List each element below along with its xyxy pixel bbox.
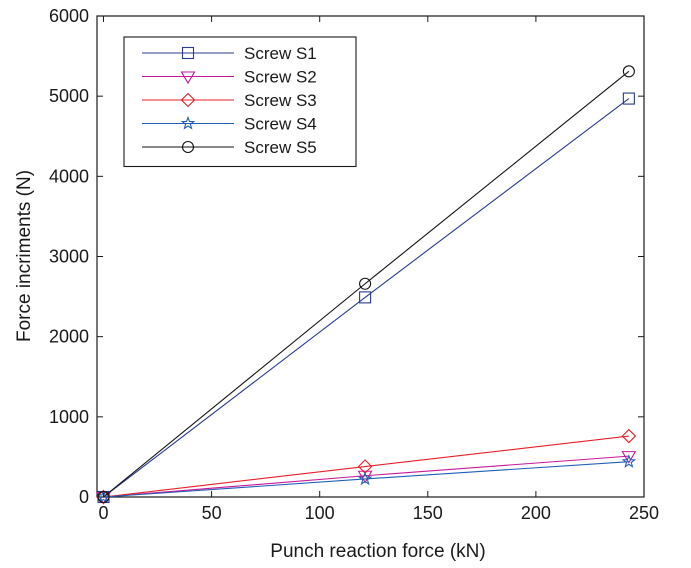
legend-entry: Screw S3 bbox=[142, 91, 317, 110]
data-point bbox=[622, 92, 635, 105]
series-5 bbox=[97, 65, 635, 504]
x-tick-label: 200 bbox=[521, 503, 551, 523]
y-tick-label: 3000 bbox=[49, 247, 89, 267]
data-point bbox=[621, 451, 637, 464]
y-tick-label: 2000 bbox=[49, 327, 89, 347]
legend-marker bbox=[180, 92, 196, 108]
legend-marker bbox=[180, 115, 196, 130]
series-line bbox=[103, 70, 630, 498]
legend-label: Screw S1 bbox=[244, 44, 317, 63]
x-tick-label: 250 bbox=[629, 503, 659, 523]
legend-label: Screw S3 bbox=[244, 91, 317, 110]
y-axis-label: Force incriments (N) bbox=[14, 170, 35, 342]
legend-marker bbox=[180, 71, 196, 85]
x-tick-label: 150 bbox=[413, 503, 443, 523]
legend-entry: Screw S1 bbox=[142, 44, 317, 63]
legend-label: Screw S4 bbox=[244, 115, 317, 134]
data-point bbox=[96, 489, 111, 504]
legend-marker bbox=[181, 46, 195, 60]
x-tick-label: 0 bbox=[98, 503, 108, 523]
plot-area: 0 50 100 150 200 250 0 1000 2000 3000 4000 5000 6000 bbox=[49, 6, 659, 523]
y-tick-label: 5000 bbox=[49, 86, 89, 106]
series-2 bbox=[96, 451, 637, 505]
data-point bbox=[357, 471, 373, 486]
y-tick-label: 4000 bbox=[49, 166, 89, 186]
legend-entry: Screw S2 bbox=[142, 68, 317, 87]
series-line bbox=[103, 455, 629, 498]
x-tick-label: 100 bbox=[305, 503, 335, 523]
legend: Screw S1 Screw S2 Screw S3 Screw S4 Screw S5 bbox=[123, 36, 357, 168]
data-point bbox=[359, 277, 372, 290]
data-point bbox=[621, 454, 637, 468]
legend-label: Screw S5 bbox=[244, 138, 317, 157]
data-point bbox=[622, 65, 635, 78]
legend-entry: Screw S5 bbox=[142, 138, 317, 157]
data-point bbox=[97, 490, 110, 504]
y-tick-label: 1000 bbox=[49, 407, 89, 427]
x-tick-label: 50 bbox=[202, 503, 222, 523]
y-tick-label: 6000 bbox=[49, 6, 89, 26]
legend-entry: Screw S4 bbox=[142, 115, 317, 134]
series-4 bbox=[96, 454, 637, 504]
series-line bbox=[103, 461, 629, 498]
x-axis-label: Punch reaction force (kN) bbox=[270, 541, 485, 562]
legend-label: Screw S2 bbox=[244, 68, 317, 87]
y-tick-label: 0 bbox=[79, 487, 89, 507]
data-point bbox=[359, 291, 372, 304]
legend-box bbox=[123, 36, 357, 168]
series-line bbox=[103, 435, 629, 498]
series-line bbox=[103, 98, 630, 498]
legend-marker bbox=[181, 140, 195, 154]
data-point bbox=[621, 428, 637, 444]
